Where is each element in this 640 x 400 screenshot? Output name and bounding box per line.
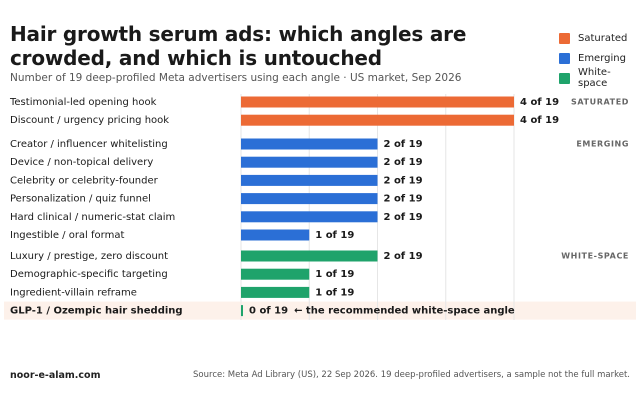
value-label: 2 of 19 xyxy=(384,194,423,205)
category-label: Celebrity or celebrity-founder xyxy=(10,175,159,186)
chart-title: Hair growth serum ads: which angles are … xyxy=(10,22,467,70)
category-label: Discount / urgency pricing hook xyxy=(10,115,169,126)
legend-swatch-white-space xyxy=(559,72,570,84)
bar xyxy=(241,138,378,150)
bar xyxy=(241,156,378,168)
category-label: Luxury / prestige, zero discount xyxy=(10,251,168,262)
legend-item-emerging: Emerging xyxy=(559,48,640,68)
value-label: 1 of 19 xyxy=(315,269,354,280)
category-label: GLP-1 / Ozempic hair shedding xyxy=(10,306,183,317)
value-label: 2 of 19 xyxy=(384,251,423,262)
value-label: 1 of 19 xyxy=(315,230,354,241)
bar xyxy=(241,174,378,186)
category-label: Ingredient-villain reframe xyxy=(10,287,137,298)
bar xyxy=(241,114,514,126)
category-label: Ingestible / oral format xyxy=(10,230,124,241)
footer-credit: noor-e-alam.com xyxy=(10,370,101,381)
chart-legend: Saturated Emerging White-space xyxy=(559,28,640,89)
chart-subtitle: Number of 19 deep-profiled Meta advertis… xyxy=(10,72,462,84)
group-label: EMERGING xyxy=(576,140,629,149)
bar xyxy=(241,193,378,205)
value-label: 2 of 19 xyxy=(384,212,423,223)
value-label: 4 of 19 xyxy=(520,115,559,126)
value-label: 2 of 19 xyxy=(384,175,423,186)
legend-label-white-space: White-space xyxy=(578,67,611,89)
bar xyxy=(241,268,310,280)
value-label: 2 of 19 xyxy=(384,139,423,150)
group-label: SATURATED xyxy=(571,98,629,107)
highlight-band xyxy=(4,301,636,320)
legend-item-saturated: Saturated xyxy=(559,28,640,48)
legend-label-emerging: Emerging xyxy=(578,52,626,64)
bar xyxy=(241,305,243,317)
bar xyxy=(241,229,310,241)
category-label: Creator / influencer whitelisting xyxy=(10,139,168,150)
value-label: 4 of 19 xyxy=(520,97,559,108)
category-label: Demographic-specific targeting xyxy=(10,269,168,280)
legend-label-saturated: Saturated xyxy=(578,32,628,44)
legend-swatch-saturated xyxy=(559,32,570,44)
category-label: Device / non-topical delivery xyxy=(10,157,153,168)
value-label: 2 of 19 xyxy=(384,157,423,168)
footer-source: Source: Meta Ad Library (US), 22 Sep 202… xyxy=(193,370,630,380)
bar xyxy=(241,250,378,262)
legend-item-white-space: White-space xyxy=(559,67,640,89)
category-label: Hard clinical / numeric-stat claim xyxy=(10,212,175,223)
bar xyxy=(241,96,514,108)
category-label: Testimonial-led opening hook xyxy=(9,97,157,108)
value-label: 0 of 19 xyxy=(249,306,288,317)
group-label: WHITE-SPACE xyxy=(561,252,629,261)
category-label: Personalization / quiz funnel xyxy=(10,194,151,205)
bar xyxy=(241,286,310,298)
value-label: 1 of 19 xyxy=(315,287,354,298)
legend-swatch-emerging xyxy=(559,52,570,64)
annotation-label: ← the recommended white-space angle xyxy=(294,306,515,317)
bar xyxy=(241,211,378,223)
